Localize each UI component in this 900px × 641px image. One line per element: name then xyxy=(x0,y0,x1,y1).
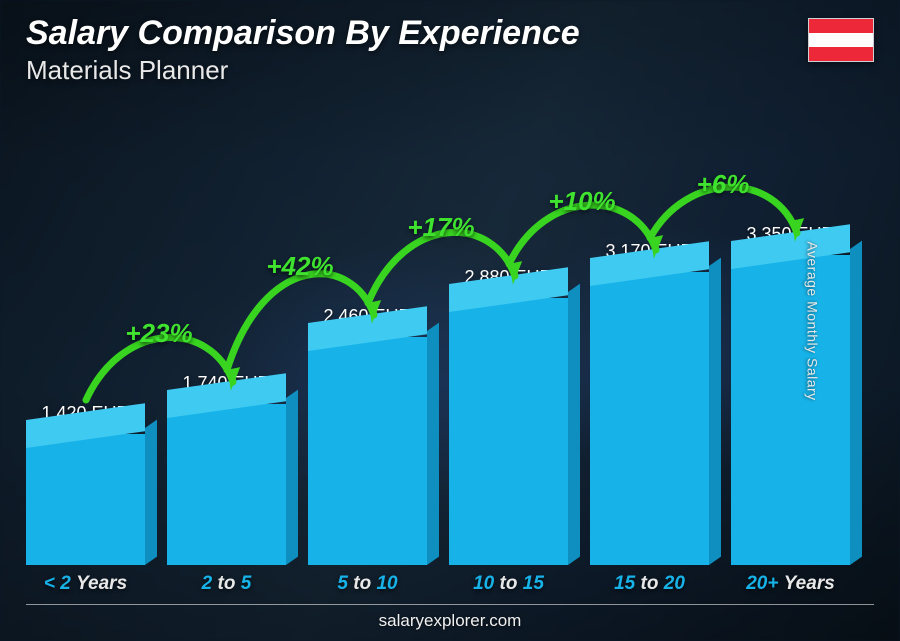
x-axis-tick: 5 to 10 xyxy=(308,573,427,595)
x-axis-tick: 10 to 15 xyxy=(449,573,568,595)
bar xyxy=(731,255,850,565)
bar xyxy=(449,298,568,565)
bar-side-face xyxy=(286,390,298,565)
bar-front-face xyxy=(449,298,568,565)
header: Salary Comparison By Experience Material… xyxy=(26,14,874,86)
x-axis-tick: 20+ Years xyxy=(731,573,850,595)
bar-front-face xyxy=(590,272,709,565)
bar-front-face xyxy=(731,255,850,565)
flag-stripe-top xyxy=(809,19,873,33)
bar-front-face xyxy=(26,434,145,565)
flag-stripe-bottom xyxy=(809,47,873,61)
bar xyxy=(26,434,145,565)
bar-side-face xyxy=(145,420,157,565)
chart-subtitle: Materials Planner xyxy=(26,55,874,86)
bar-slot: 3,170 EUR xyxy=(590,241,709,565)
bar xyxy=(167,404,286,565)
bar-slot: 3,350 EUR xyxy=(731,224,850,565)
infographic-container: Salary Comparison By Experience Material… xyxy=(0,0,900,641)
chart-title: Salary Comparison By Experience xyxy=(26,14,874,53)
delta-percent-label: +6% xyxy=(643,169,803,200)
bar-side-face xyxy=(850,241,862,565)
bar-side-face xyxy=(568,284,580,565)
bar-slot: 1,420 EUR xyxy=(26,403,145,565)
bar-chart: 1,420 EUR1,740 EUR2,460 EUR2,880 EUR3,17… xyxy=(26,120,850,565)
footer-site: salaryexplorer.com xyxy=(0,611,900,631)
x-axis-tick: 2 to 5 xyxy=(167,573,286,595)
bar-side-face xyxy=(427,323,439,565)
flag-stripe-middle xyxy=(809,33,873,47)
country-flag-austria xyxy=(808,18,874,62)
y-axis-label: Average Monthly Salary xyxy=(804,241,820,400)
footer-divider xyxy=(26,604,874,605)
bar-side-face xyxy=(709,258,721,565)
bar xyxy=(590,272,709,565)
x-axis-tick: < 2 Years xyxy=(26,573,145,595)
x-axis-tick: 15 to 20 xyxy=(590,573,709,595)
bar-front-face xyxy=(167,404,286,565)
delta-annotation: +6% xyxy=(643,167,803,198)
x-axis: < 2 Years 2 to 5 5 to 10 10 to 15 15 to 20 20… xyxy=(26,573,850,595)
